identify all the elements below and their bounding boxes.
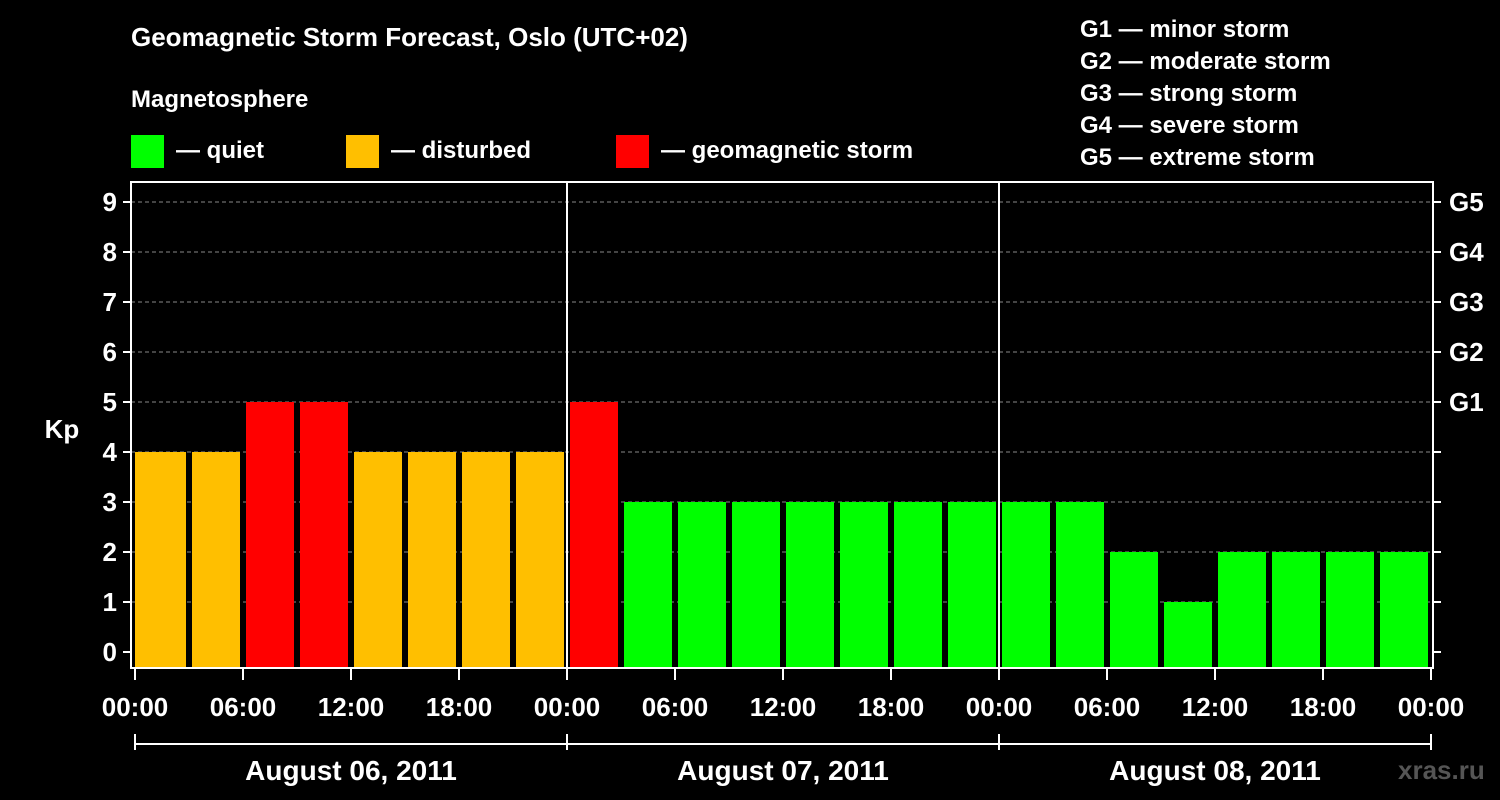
legend-label-storm: — geomagnetic storm xyxy=(661,137,914,164)
g-scale-item: G5 — extreme storm xyxy=(1080,144,1315,171)
g-level-label: G1 xyxy=(1449,387,1484,417)
g-scale-item: G2 — moderate storm xyxy=(1080,48,1331,75)
kp-bar xyxy=(624,502,672,668)
x-tick-label: 00:00 xyxy=(102,692,169,722)
legend-swatch-quiet xyxy=(131,134,164,168)
kp-bar xyxy=(1218,552,1266,668)
kp-bar xyxy=(840,502,888,668)
x-tick-label: 18:00 xyxy=(426,692,493,722)
watermark: xras.ru xyxy=(1398,755,1485,785)
legend-swatch-storm xyxy=(616,134,649,168)
x-tick-label: 06:00 xyxy=(1074,692,1141,722)
g-scale-item: G4 — severe storm xyxy=(1080,112,1299,139)
x-tick-label: 00:00 xyxy=(966,692,1033,722)
kp-bar xyxy=(1056,502,1104,668)
kp-bar xyxy=(678,502,726,668)
x-tick-label: 00:00 xyxy=(1398,692,1465,722)
g-level-label: G4 xyxy=(1449,237,1484,267)
legend-heading: Magnetosphere xyxy=(131,86,309,113)
y-tick-label: 2 xyxy=(103,537,117,567)
kp-bar xyxy=(135,452,186,668)
kp-bar xyxy=(1380,552,1428,668)
legend-label-disturbed: — disturbed xyxy=(391,137,532,164)
g-level-label: G5 xyxy=(1449,187,1484,217)
g-level-label: G2 xyxy=(1449,337,1484,367)
kp-bar xyxy=(1326,552,1374,668)
x-tick-label: 12:00 xyxy=(318,692,385,722)
kp-bar xyxy=(786,502,834,668)
legend-label-quiet: — quiet xyxy=(176,137,264,164)
kp-bar xyxy=(300,402,348,668)
g-scale-item: G1 — minor storm xyxy=(1080,16,1290,43)
y-tick-label: 1 xyxy=(103,587,117,617)
legend-item-quiet: — quiet xyxy=(131,134,264,168)
legend-swatch-disturbed xyxy=(346,134,379,168)
kp-bar xyxy=(246,402,294,668)
y-tick-label: 0 xyxy=(103,637,117,667)
g-scale-item: G3 — strong storm xyxy=(1080,80,1298,107)
kp-bar xyxy=(948,502,996,668)
y-tick-label: 3 xyxy=(103,487,117,517)
x-tick-label: 18:00 xyxy=(858,692,925,722)
kp-bar xyxy=(354,452,402,668)
y-tick-label: 9 xyxy=(103,187,117,217)
legend-item-disturbed: — disturbed xyxy=(346,134,531,168)
g-scale-legend: G1 — minor storm G2 — moderate storm G3 … xyxy=(1080,14,1331,174)
kp-bar xyxy=(192,452,240,668)
kp-bar xyxy=(516,452,564,668)
x-tick-label: 06:00 xyxy=(210,692,277,722)
y-axis-label: Kp xyxy=(45,414,80,444)
chart-title: Geomagnetic Storm Forecast, Oslo (UTC+02… xyxy=(131,22,688,52)
y-tick-label: 6 xyxy=(103,337,117,367)
y-tick-label: 8 xyxy=(103,237,117,267)
kp-bar xyxy=(1002,502,1050,668)
x-tick-label: 18:00 xyxy=(1290,692,1357,722)
day-label: August 08, 2011 xyxy=(1109,755,1321,786)
kp-bar xyxy=(570,402,618,668)
x-tick-label: 06:00 xyxy=(642,692,709,722)
kp-bar xyxy=(1164,602,1212,668)
x-tick-label: 12:00 xyxy=(1182,692,1249,722)
kp-bar xyxy=(1110,552,1158,668)
day-label: August 06, 2011 xyxy=(245,755,457,786)
y-tick-label: 5 xyxy=(103,387,117,417)
kp-bar xyxy=(894,502,942,668)
x-tick-label: 00:00 xyxy=(534,692,601,722)
kp-bar xyxy=(408,452,456,668)
legend-item-storm: — geomagnetic storm xyxy=(616,134,913,168)
y-tick-label: 4 xyxy=(103,437,118,467)
g-level-label: G3 xyxy=(1449,287,1484,317)
day-label: August 07, 2011 xyxy=(677,755,889,786)
kp-bar xyxy=(732,502,780,668)
kp-bar xyxy=(1272,552,1320,668)
x-tick-label: 12:00 xyxy=(750,692,817,722)
kp-bar xyxy=(462,452,510,668)
y-tick-label: 7 xyxy=(103,287,117,317)
